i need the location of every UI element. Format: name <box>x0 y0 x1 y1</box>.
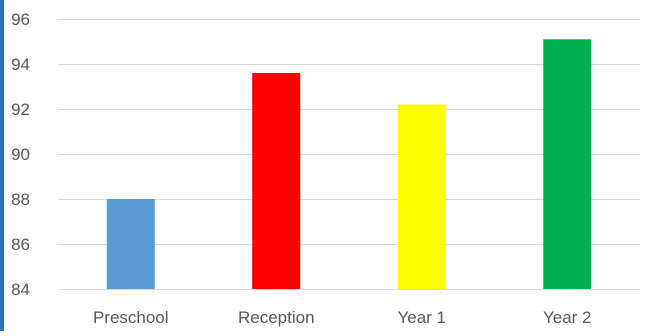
x-tick-label: Year 2 <box>543 308 592 327</box>
x-tick-label: Reception <box>238 308 315 327</box>
y-tick-label: 86 <box>11 235 30 254</box>
gridlines <box>58 19 640 290</box>
y-tick-label: 88 <box>11 190 30 209</box>
x-axis-tick-labels: Preschool Reception Year 1 Year 2 <box>93 308 592 327</box>
left-accent-bar <box>0 0 4 331</box>
bar-year-2 <box>543 39 592 289</box>
y-tick-label: 84 <box>11 280 30 299</box>
bar-preschool <box>106 199 155 289</box>
y-tick-label: 92 <box>11 100 30 119</box>
x-tick-label: Year 1 <box>397 308 446 327</box>
bars <box>106 39 592 289</box>
bar-year-1 <box>397 104 446 289</box>
bar-reception <box>252 73 301 289</box>
y-tick-label: 94 <box>11 55 30 74</box>
x-tick-label: Preschool <box>93 308 169 327</box>
y-tick-label: 96 <box>11 10 30 29</box>
y-tick-label: 90 <box>11 145 30 164</box>
y-axis-tick-labels: 84 86 88 90 92 94 96 <box>11 10 30 299</box>
